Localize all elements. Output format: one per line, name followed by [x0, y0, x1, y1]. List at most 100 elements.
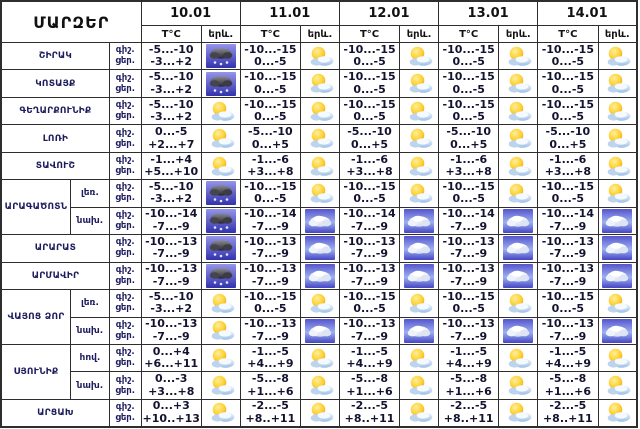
night-temp: -10...-15	[244, 179, 297, 193]
day-night-labels: գիշ. ցեր.	[108, 96, 142, 126]
day-temp: +2...+7	[148, 137, 195, 151]
temperature-cell: -10...-15 0...-5	[438, 69, 500, 98]
night-temp: -10...-13	[244, 234, 297, 248]
sun-behind-cloud-icon	[399, 398, 440, 428]
night-label: գիշ.	[115, 401, 135, 412]
day-label: ցեր.	[115, 111, 136, 122]
temperature-cell: -10...-15 0...-5	[338, 96, 401, 126]
day-temp: 0...-5	[551, 302, 585, 316]
sun-behind-cloud-icon	[300, 96, 340, 126]
night-label: գիշ.	[115, 127, 135, 138]
cloudy-icon	[399, 316, 440, 345]
weather-column-header: երև.	[498, 25, 539, 43]
night-temp: -10...-15	[244, 70, 297, 84]
day-temp: +4...+9	[445, 357, 492, 371]
temperature-cell: -5...-10 -3...+2	[140, 289, 202, 318]
day-temp: 0...-5	[551, 82, 585, 96]
night-temp: -10...-13	[343, 234, 396, 248]
day-temp: 0...-5	[452, 302, 485, 316]
temperature-cell: -10...-15 0...-5	[438, 41, 500, 71]
sun-behind-cloud-icon	[399, 343, 440, 373]
snow-cloud-icon	[200, 234, 241, 263]
temperature-cell: 0...-3 +3...+8	[140, 371, 202, 400]
day-temp: -3...+2	[150, 192, 193, 206]
night-temp: -5...-8	[549, 372, 587, 386]
cloudy-icon	[498, 261, 539, 291]
date-header: 13.01	[438, 0, 539, 26]
day-temp: +1...+6	[346, 384, 393, 398]
region-name: ԱՐՑԱԽ	[0, 398, 110, 428]
day-temp: +6...+11	[144, 357, 199, 371]
temp-column-header: T°C	[140, 25, 202, 43]
temperature-cell: -1...-5 +4...+9	[239, 343, 302, 373]
sun-behind-cloud-icon	[498, 96, 539, 126]
day-temp: -7...-9	[450, 329, 488, 343]
subregion-label: նախ.	[70, 206, 110, 236]
day-temp: 0...-5	[551, 110, 585, 124]
night-temp: -10...-15	[244, 42, 297, 56]
night-temp: -10...-15	[343, 97, 396, 111]
subregion-label: հով.	[70, 343, 110, 373]
region-name: ԳԵՂԱՐՔՈՒՆԻՔ	[0, 96, 110, 126]
night-label: գիշ.	[115, 100, 135, 111]
weather-column-header: երև.	[200, 25, 241, 43]
region-name: ԱՐՄԱՎԻՐ	[0, 261, 110, 291]
night-temp: -1...-5	[251, 344, 289, 358]
night-label: գիշ.	[115, 72, 135, 83]
cloudy-icon	[597, 206, 638, 236]
weather-column-header: երև.	[300, 25, 340, 43]
sun-behind-cloud-icon	[399, 371, 440, 400]
temperature-cell: -10...-15 0...-5	[438, 96, 500, 126]
sun-behind-cloud-icon	[399, 69, 440, 98]
sun-behind-cloud-icon	[300, 124, 340, 153]
temperature-cell: -5...-8 +1...+6	[239, 371, 302, 400]
night-temp: -10...-13	[145, 262, 198, 276]
snow-cloud-icon	[200, 261, 241, 291]
day-temp: +10..+13	[142, 411, 200, 425]
cloudy-icon	[597, 234, 638, 263]
night-temp: -5...-8	[251, 372, 289, 386]
temperature-cell: -10...-15 0...-5	[239, 179, 302, 208]
day-temp: 0...-5	[452, 192, 485, 206]
day-label: ցեր.	[115, 83, 136, 94]
temperature-cell: -2...-5 +8..+11	[537, 398, 599, 428]
sun-behind-cloud-icon	[498, 151, 539, 181]
day-night-labels: գիշ. ցեր.	[108, 289, 142, 318]
sun-behind-cloud-icon	[300, 41, 340, 71]
cloudy-icon	[498, 316, 539, 345]
night-temp: -10...-15	[343, 179, 396, 193]
day-label: ցեր.	[115, 303, 136, 314]
sun-behind-cloud-icon	[200, 289, 241, 318]
table-row: ՍՅՈՒՆԻՔ հով. գիշ. ցեր. 0...+4 +6...+11 -1...-5…	[0, 343, 638, 400]
night-temp: -10...-14	[343, 207, 396, 221]
temp-column-header: T°C	[338, 25, 401, 43]
table-row: ԱՐՄԱՎԻՐ գիշ. ցեր. -10...-13 -7...-9 -10...-13…	[0, 261, 638, 291]
temperature-cell: -10...-13 -7...-9	[140, 234, 202, 263]
table-header: ՄԱՐԶԵՐ 10.01 11.01 12.01 13.01 14.01 T°C երև. T°…	[0, 0, 638, 43]
day-label: ցեր.	[115, 412, 136, 423]
night-temp: -10...-13	[244, 317, 297, 331]
temperature-cell: -10...-13 -7...-9	[239, 234, 302, 263]
sun-behind-cloud-icon	[399, 96, 440, 126]
temperature-cell: -10...-14 -7...-9	[338, 206, 401, 236]
day-temp: 0...-5	[254, 192, 287, 206]
night-temp: -2...-5	[251, 399, 289, 413]
night-temp: -10...-13	[442, 262, 495, 276]
day-temp: -7...-9	[351, 274, 389, 288]
night-label: գիշ.	[115, 237, 135, 248]
day-temp: +8..+11	[245, 411, 296, 425]
night-temp: -10...-15	[541, 289, 594, 303]
day-night-labels: գիշ. ցեր.	[108, 69, 142, 98]
sun-behind-cloud-icon	[498, 69, 539, 98]
night-temp: -5...-10	[148, 289, 194, 303]
day-temp: -7...-9	[152, 219, 190, 233]
sun-behind-cloud-icon	[300, 151, 340, 181]
day-night-labels: գիշ. ցեր.	[108, 343, 142, 373]
temperature-cell: -10...-13 -7...-9	[537, 316, 599, 345]
night-temp: -5...-10	[148, 42, 194, 56]
night-temp: 0...-3	[155, 372, 188, 386]
day-night-labels: գիշ. ցեր.	[108, 261, 142, 291]
day-temp: 0...-5	[452, 110, 485, 124]
temperature-cell: -5...-10 0...+5	[239, 124, 302, 153]
temperature-cell: -10...-13 -7...-9	[338, 316, 401, 345]
